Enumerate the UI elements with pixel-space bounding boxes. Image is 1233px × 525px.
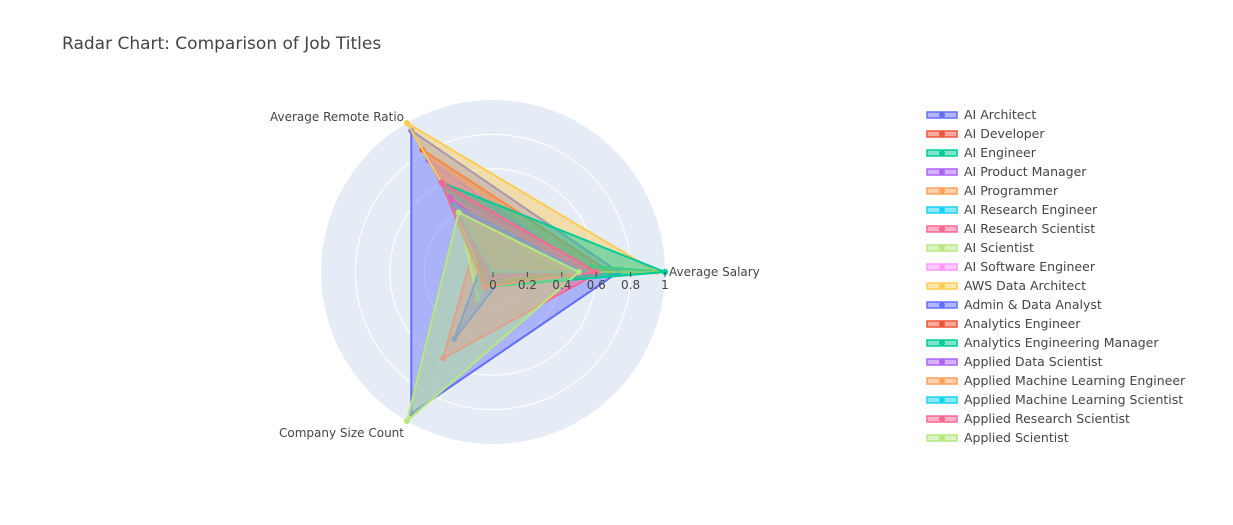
radial-ticks: 0 0.2 0.4 0.6 0.8 1 [489,272,669,292]
legend-item[interactable]: Applied Research Scientist [926,409,1185,428]
series-point[interactable] [451,336,458,343]
chart-title: Radar Chart: Comparison of Job Titles [62,34,382,54]
legend-item[interactable]: AI Programmer [926,181,1185,200]
legend-swatch [926,148,958,157]
legend-label: AI Architect [964,107,1037,122]
legend-item[interactable]: AI Engineer [926,143,1185,162]
series-point[interactable] [481,283,488,290]
legend-swatch [926,300,958,309]
legend-item[interactable]: AI Developer [926,124,1185,143]
radial-tick-label: 0.8 [621,278,640,292]
legend-swatch [926,376,958,385]
legend-swatch [926,205,958,214]
legend-label: AI Developer [964,126,1045,141]
series-point[interactable] [404,417,410,424]
axis-label: Company Size Count [279,426,404,440]
legend-label: Applied Scientist [964,430,1069,445]
legend-label: AI Engineer [964,145,1036,160]
axis-label: Average Salary [669,265,760,279]
legend-label: Applied Machine Learning Scientist [964,392,1184,407]
legend-label: Analytics Engineer [964,316,1081,331]
legend-swatch [926,357,958,366]
axis-label: Average Remote Ratio [270,110,404,124]
legend-item[interactable]: AWS Data Architect [926,276,1185,295]
legend-item[interactable]: Analytics Engineering Manager [926,333,1185,352]
legend-swatch [926,262,958,271]
legend-swatch [926,338,958,347]
legend-item[interactable]: Applied Data Scientist [926,352,1185,371]
legend-label: Applied Data Scientist [964,354,1103,369]
legend-label: AI Research Engineer [964,202,1098,217]
legend-label: AI Scientist [964,240,1034,255]
legend-swatch [926,129,958,138]
legend-swatch [926,110,958,119]
radial-tick-label: 0.4 [552,278,571,292]
series-point[interactable] [404,120,410,127]
legend-swatch [926,224,958,233]
series-point[interactable] [438,179,445,186]
series-area[interactable] [449,196,546,281]
legend-item[interactable]: Applied Machine Learning Engineer [926,371,1185,390]
legend-item[interactable]: AI Product Manager [926,162,1185,181]
legend-swatch [926,395,958,404]
series-point[interactable] [485,276,492,283]
legend-item[interactable]: Admin & Data Analyst [926,295,1185,314]
legend-label: AI Research Scientist [964,221,1096,236]
legend-label: Applied Machine Learning Engineer [964,373,1186,388]
radar-chart: 0 0.2 0.4 0.6 0.8 1 Average Salary Average Rem… [270,100,760,444]
series-point[interactable] [455,209,462,216]
legend-item[interactable]: AI Software Engineer [926,257,1185,276]
legend-label: AI Programmer [964,183,1058,198]
series-point[interactable] [451,201,458,208]
legend-label: Analytics Engineering Manager [964,335,1159,350]
radial-tick-label: 0.2 [518,278,537,292]
legend-label: Applied Research Scientist [964,411,1130,426]
series-layer [404,120,668,424]
series-17[interactable] [404,209,582,424]
legend-swatch [926,167,958,176]
series-area[interactable] [406,211,580,422]
legend: AI Architect AI Developer AI Engineer AI Pr… [926,105,1185,447]
series-point[interactable] [576,269,582,275]
legend-item[interactable]: AI Research Engineer [926,200,1185,219]
legend-item[interactable]: Applied Scientist [926,428,1185,447]
series-area[interactable] [453,256,508,340]
legend-swatch [926,281,958,290]
series-point[interactable] [440,355,447,362]
legend-swatch [926,243,958,252]
radial-tick-label: 1 [661,278,669,292]
legend-swatch [926,319,958,328]
series-point[interactable] [474,295,481,302]
axis-labels: Average Salary Average Remote Ratio Compan… [270,110,760,440]
legend-item[interactable]: AI Research Scientist [926,219,1185,238]
legend-label: AI Product Manager [964,164,1087,179]
legend-swatch [926,186,958,195]
series-area[interactable] [453,204,584,273]
legend-item[interactable]: Analytics Engineer [926,314,1185,333]
radial-tick-label: 0 [489,278,497,292]
legend-label: Admin & Data Analyst [964,297,1102,312]
legend-item[interactable]: AI Architect [926,105,1185,124]
series-13[interactable] [447,194,548,283]
legend-swatch [926,414,958,423]
legend-item[interactable]: AI Scientist [926,238,1185,257]
legend-label: AI Software Engineer [964,259,1095,274]
radial-tick-label: 0.6 [587,278,606,292]
legend-swatch [926,433,958,442]
legend-label: AWS Data Architect [964,278,1087,293]
legend-item[interactable]: Applied Machine Learning Scientist [926,390,1185,409]
